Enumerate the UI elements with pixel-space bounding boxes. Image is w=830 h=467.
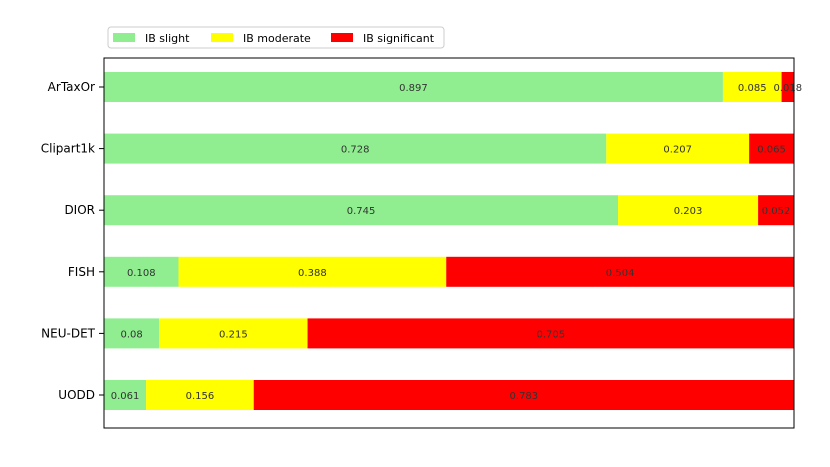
bar-segment [159, 318, 308, 349]
bar-segment [178, 256, 447, 287]
bar-segment [104, 72, 723, 102]
bar-value-label: 0.108 [127, 268, 156, 279]
bar-value-label: 0.018 [773, 83, 802, 94]
bar-value-label: 0.745 [347, 206, 376, 217]
legend-label: IB significant [363, 32, 435, 45]
bar-value-label: 0.156 [186, 391, 215, 402]
bar-value-label: 0.085 [738, 83, 767, 94]
bar-value-label: 0.728 [341, 145, 370, 156]
bar-value-label: 0.052 [762, 206, 791, 217]
bar-segment [722, 72, 782, 102]
bar-segment [253, 380, 795, 410]
y-tick-label: FISH [68, 265, 95, 279]
bar-value-label: 0.783 [510, 391, 539, 402]
y-tick-label: ArTaxOr [48, 80, 95, 94]
legend-swatch [331, 33, 353, 42]
bar-segment [606, 133, 750, 164]
legend-swatch [113, 33, 135, 42]
bar-value-label: 0.388 [298, 268, 327, 279]
value-labels-layer: 0.897 0.085 0.018 0.728 0.207 0.065 0.745 0.203… [111, 83, 802, 402]
bar-segment [307, 318, 794, 349]
bar-segment [104, 380, 147, 410]
bars-layer [104, 72, 795, 410]
bar-value-label: 0.504 [606, 268, 635, 279]
y-tick-label: UODD [58, 388, 95, 402]
bar-value-label: 0.08 [120, 329, 142, 340]
bar-value-label: 0.897 [399, 83, 428, 94]
bar-value-label: 0.203 [674, 206, 703, 217]
bar-segment [104, 133, 607, 164]
y-axis: ArTaxOr Clipart1k DIOR FISH NEU-DET UODD [41, 80, 104, 402]
legend-label: IB slight [145, 32, 190, 45]
bar-segment [618, 195, 759, 226]
y-tick-label: DIOR [64, 203, 95, 217]
bar-segment [104, 195, 619, 226]
bar-value-label: 0.705 [536, 329, 565, 340]
bar-value-label: 0.215 [219, 329, 248, 340]
bar-segment [146, 380, 254, 410]
legend: IB slight IB moderate IB significant [107, 26, 445, 49]
bar-segment [446, 256, 794, 287]
bar-segment [104, 318, 160, 349]
bar-segment [781, 72, 794, 102]
legend-swatch [211, 33, 233, 42]
legend-label: IB moderate [243, 32, 311, 45]
bar-segment [104, 256, 179, 287]
bar-value-label: 0.207 [663, 145, 692, 156]
bar-value-label: 0.065 [757, 145, 786, 156]
y-tick-label: Clipart1k [41, 142, 95, 156]
bar-segment [749, 133, 794, 164]
plot-frame [103, 57, 795, 429]
legend-box [107, 26, 445, 49]
bar-value-label: 0.061 [111, 391, 140, 402]
bar-segment [758, 195, 794, 226]
y-tick-label: NEU-DET [41, 326, 95, 340]
